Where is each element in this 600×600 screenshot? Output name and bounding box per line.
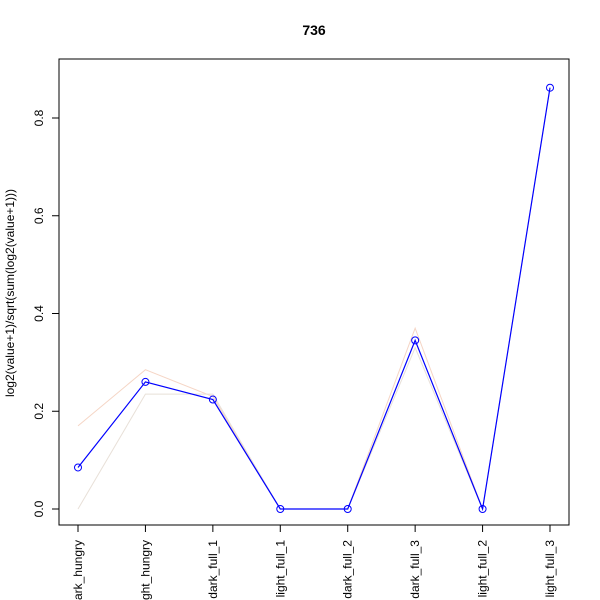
y-tick-label: 0.0	[32, 500, 46, 517]
data-point	[74, 463, 82, 472]
background-lines	[77, 87, 551, 511]
x-tick-label: dark_full_3	[408, 540, 422, 599]
data-point	[276, 505, 285, 513]
data-point	[208, 395, 217, 404]
data-point	[411, 336, 420, 345]
x-tick-label: light_full_2	[476, 540, 490, 598]
x-axis: dark_hungry light_hungry dark_full_1 light_…	[71, 524, 557, 600]
background-line	[77, 87, 551, 511]
x-tick-label: light_full_1	[273, 540, 287, 598]
y-tick-label: 0.4	[32, 305, 46, 322]
data-point	[343, 505, 352, 513]
y-axis-label: log2(value+1)/sqrt(sum(log2(value+1)))	[3, 189, 17, 397]
x-tick-label: light_hungry	[138, 540, 152, 600]
x-tick-label: dark_full_2	[341, 540, 355, 599]
x-tick-label: light_full_3	[543, 540, 557, 598]
chart-title: 736	[302, 22, 326, 38]
y-tick-label: 0.2	[32, 403, 46, 420]
data-point	[478, 505, 487, 513]
data-point	[546, 83, 554, 92]
plot-frame	[58, 58, 570, 526]
x-tick-label: dark_hungry	[71, 540, 85, 600]
y-axis: 0.0 0.2 0.4 0.6 0.8	[32, 109, 60, 517]
series-line	[77, 87, 551, 512]
background-line	[77, 87, 551, 511]
y-tick-label: 0.8	[32, 109, 46, 126]
data-point	[141, 377, 150, 386]
series-group	[74, 83, 554, 513]
x-tick-label: dark_full_1	[206, 540, 220, 599]
y-tick-label: 0.6	[32, 207, 46, 224]
